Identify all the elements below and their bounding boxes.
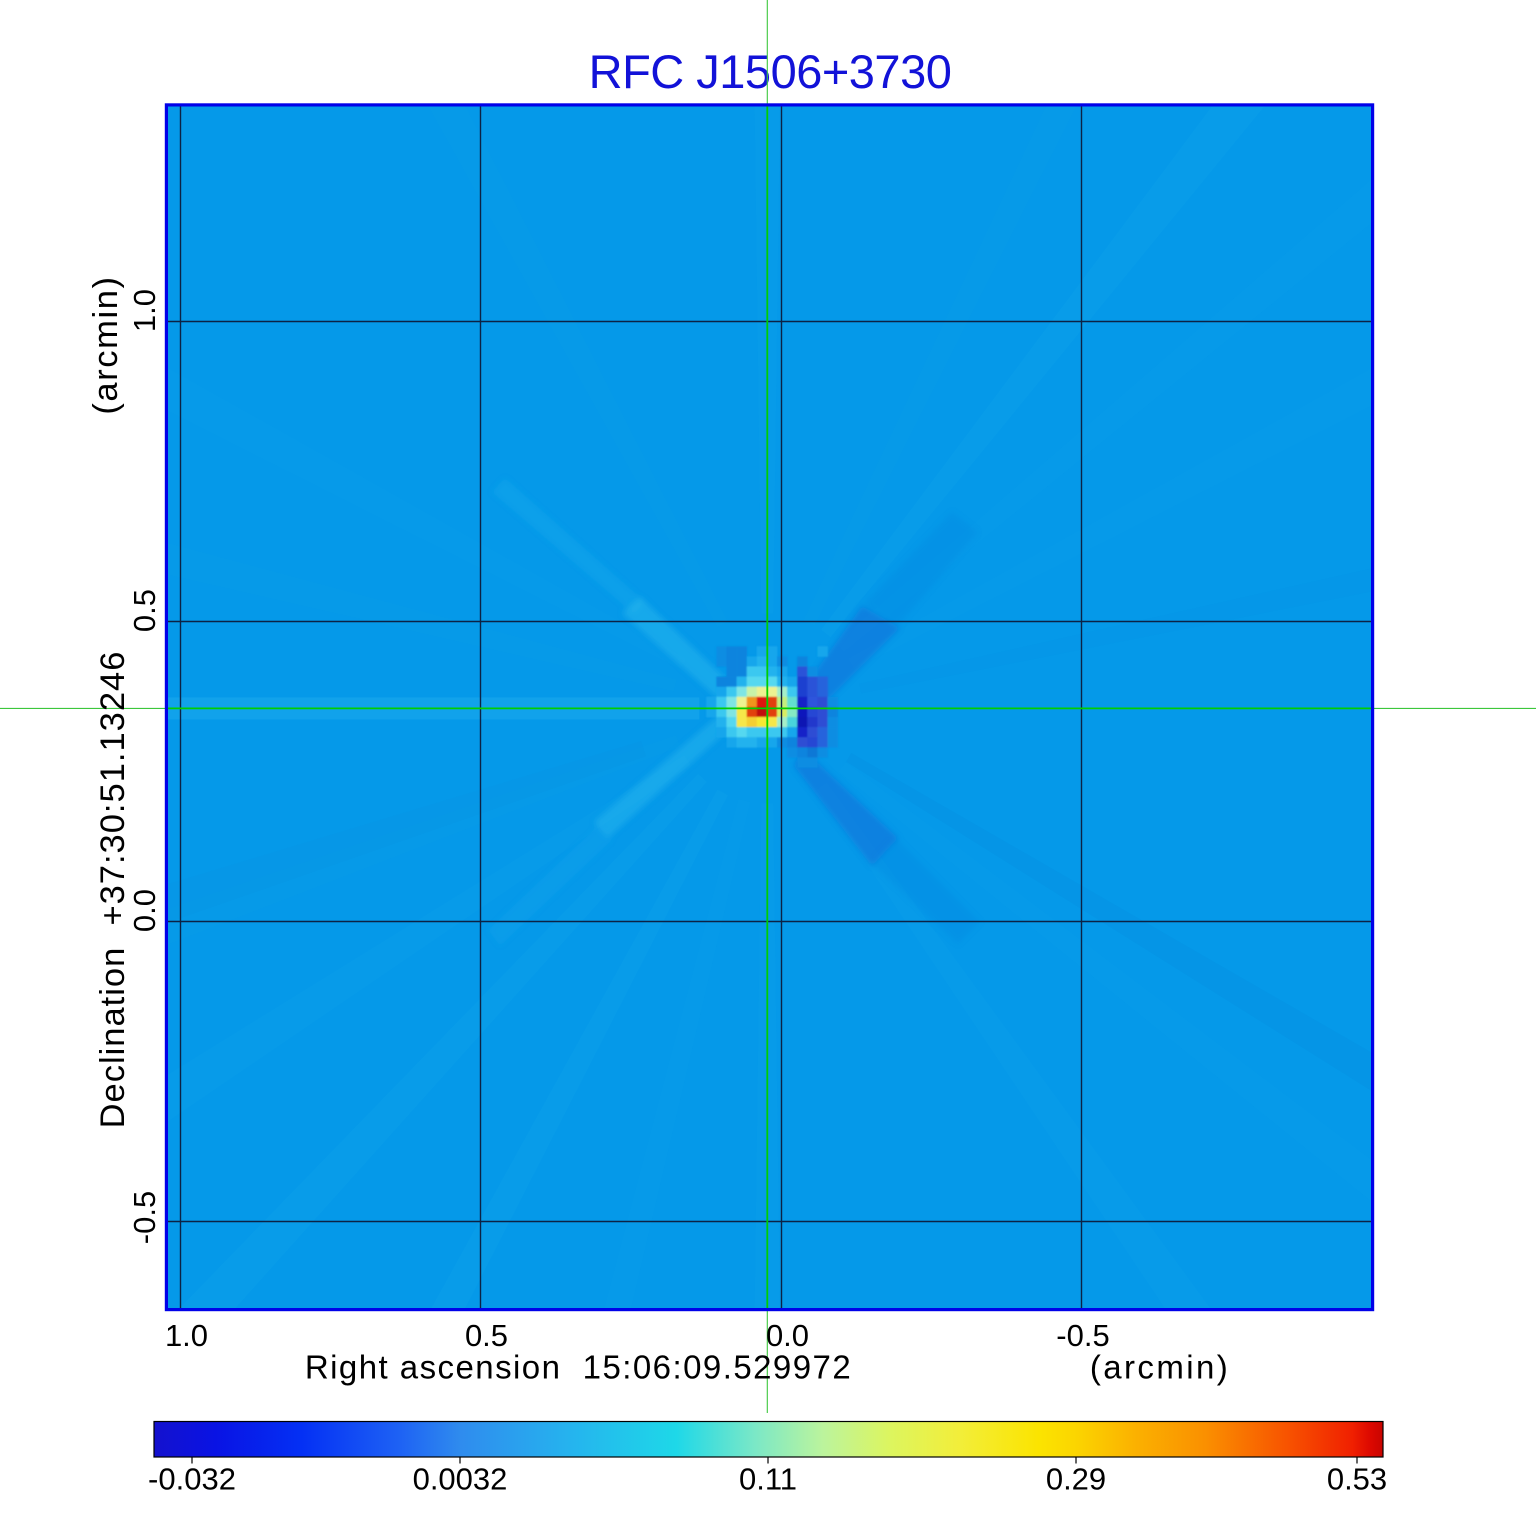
svg-text:1.0: 1.0 bbox=[127, 289, 162, 332]
svg-text:0.5: 0.5 bbox=[127, 589, 162, 632]
svg-text:0.0: 0.0 bbox=[127, 889, 162, 932]
svg-text:(arcmin): (arcmin) bbox=[1090, 1349, 1230, 1386]
svg-text:RFC J1506+3730: RFC J1506+3730 bbox=[589, 45, 952, 98]
svg-text:-0.032: -0.032 bbox=[148, 1462, 236, 1497]
svg-text:0.0032: 0.0032 bbox=[413, 1462, 508, 1497]
svg-text:0.53: 0.53 bbox=[1327, 1462, 1387, 1497]
svg-text:Right ascension 15:06:09.5299: Right ascension 15:06:09.529972 bbox=[305, 1349, 852, 1386]
svg-text:1.0: 1.0 bbox=[165, 1318, 208, 1353]
svg-text:0.29: 0.29 bbox=[1046, 1462, 1106, 1497]
svg-text:Declination +37:30:51.13246: Declination +37:30:51.13246 bbox=[94, 651, 132, 1129]
svg-text:0.11: 0.11 bbox=[739, 1462, 797, 1497]
svg-text:-0.5: -0.5 bbox=[127, 1191, 162, 1244]
svg-text:(arcmin): (arcmin) bbox=[87, 275, 125, 414]
